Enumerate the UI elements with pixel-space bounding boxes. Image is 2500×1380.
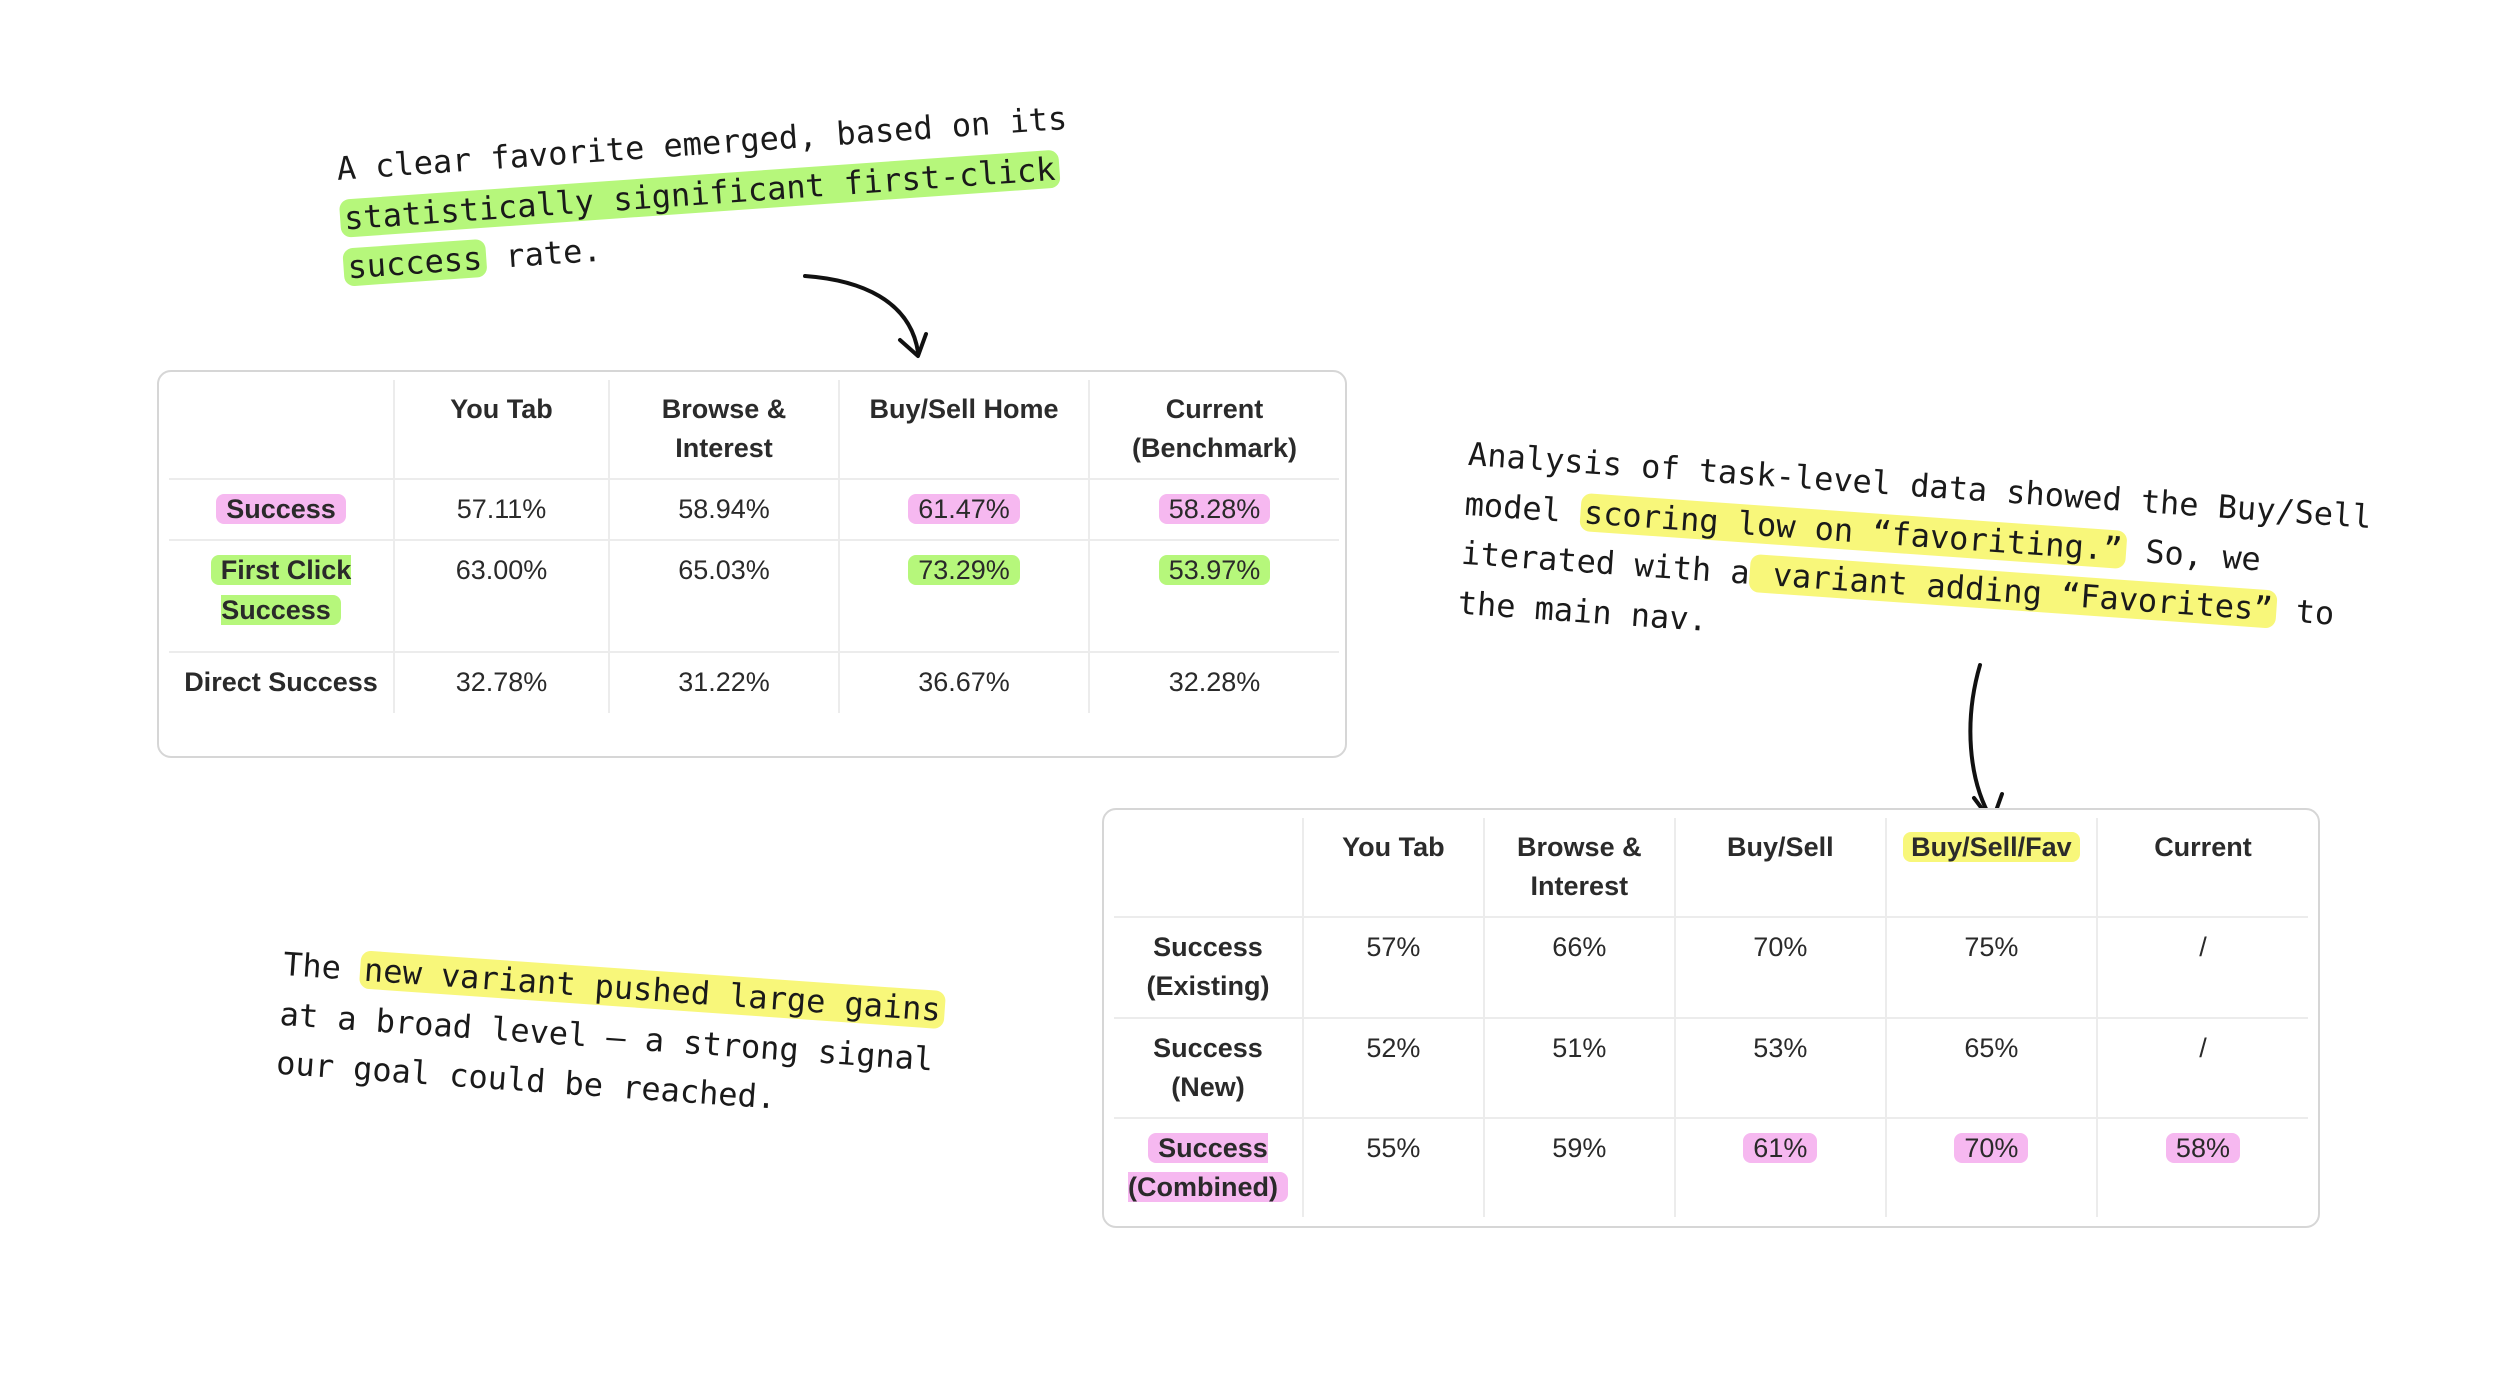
table-cell-highlight: 61% [1743,1132,1818,1163]
table2-header-blank [1114,818,1304,919]
table-cell: / [2096,1017,2308,1119]
table-cell: 75% [1885,917,2098,1019]
table-cell: 31.22% [609,652,840,713]
table2-header-buy-sell: Buy/Sell [1674,818,1887,919]
row-label-success: Success [216,494,346,525]
note-top-highlight-2: success [342,238,488,287]
table-row: Success 57.11% 58.94% 61.47% 58.28% [169,479,1339,542]
table1-header-blank [169,380,395,481]
table-cell: 65.03% [609,540,840,654]
results-table-2: You Tab Browse & Interest Buy/Sell Buy/S… [1102,808,2320,1228]
table2-header-current: Current [2096,818,2308,919]
table-cell: / [2096,917,2308,1019]
table-row: Direct Success 32.78% 31.22% 36.67% 32.2… [169,652,1339,713]
note-right: Analysis of task-level data showed the B… [1456,430,2373,691]
table1-header-current: Current (Benchmark) [1089,380,1339,481]
table-cell-highlight: 58% [2165,1132,2240,1163]
table2-header-browse: Browse & Interest [1483,818,1676,919]
table-cell-highlight: 58.28% [1158,494,1271,525]
table-cell: 52% [1302,1017,1485,1119]
table-cell: 32.28% [1168,667,1261,698]
table-cell-highlight: 70% [1954,1132,2029,1163]
table-cell: 55% [1302,1117,1485,1218]
arrow-down-icon [1968,663,2004,824]
table-cell: 63.00% [394,540,610,654]
table-cell: 59% [1483,1117,1676,1218]
table2-header-row: You Tab Browse & Interest Buy/Sell Buy/S… [1114,818,2308,919]
row-label-direct-success: Direct Success [169,652,395,713]
note-top-line3-rest: rate. [484,230,603,277]
table2-header-buy-sell-fav: Buy/Sell/Fav [1903,832,2080,862]
table1-header-row: You Tab Browse & Interest Buy/Sell Home … [169,380,1339,481]
table-cell: 65% [1885,1017,2098,1119]
row-label-success-combined: Success (Combined) [1127,1132,1288,1202]
note-bottom-line1-pre: The [282,944,362,989]
table-cell: 36.67% [839,652,1090,713]
table-row: First Click Success 63.00% 65.03% 73.29%… [169,540,1339,654]
table-cell-highlight: 61.47% [908,494,1020,525]
note-right-line2-pre: model [1463,484,1582,531]
results-table-1: You Tab Browse & Interest Buy/Sell Home … [157,370,1347,758]
note-bottom: The new variant pushed large gains at a … [275,940,947,1135]
row-label-success-existing: Success (Existing) [1114,917,1304,1019]
table-cell: 57.11% [394,479,610,542]
table-cell-highlight: 53.97% [1158,555,1271,586]
table-cell: 57% [1302,917,1485,1019]
table1-header-you-tab: You Tab [394,380,610,481]
table-cell: 66% [1483,917,1676,1019]
note-top: A clear favorite emerged, based on its s… [335,94,1076,293]
table-cell: 70% [1674,917,1887,1019]
table-cell: 53% [1674,1017,1887,1119]
table-cell: 58.94% [609,479,840,542]
table1-header-browse: Browse & Interest [609,380,840,481]
table1-header-buy-sell-home: Buy/Sell Home [839,380,1090,481]
table-cell: 32.78% [394,652,610,713]
note-right-line2-post: So, we [2124,530,2263,579]
table-cell-highlight: 73.29% [908,555,1020,586]
note-right-line3-post: to [2275,590,2336,633]
table-row: Success (New) 52% 51% 53% 65% / [1114,1017,2308,1119]
table-row: Success (Existing) 57% 66% 70% 75% / [1114,917,2308,1019]
row-label-success-new: Success (New) [1114,1017,1304,1119]
table-row: Success (Combined) 55% 59% 61% 70% 58% [1114,1117,2308,1218]
arrow-down-icon [803,274,928,358]
row-label-first-click-success: First Click Success [210,555,352,625]
table-cell: 51% [1483,1017,1676,1119]
table2-header-you-tab: You Tab [1302,818,1485,919]
